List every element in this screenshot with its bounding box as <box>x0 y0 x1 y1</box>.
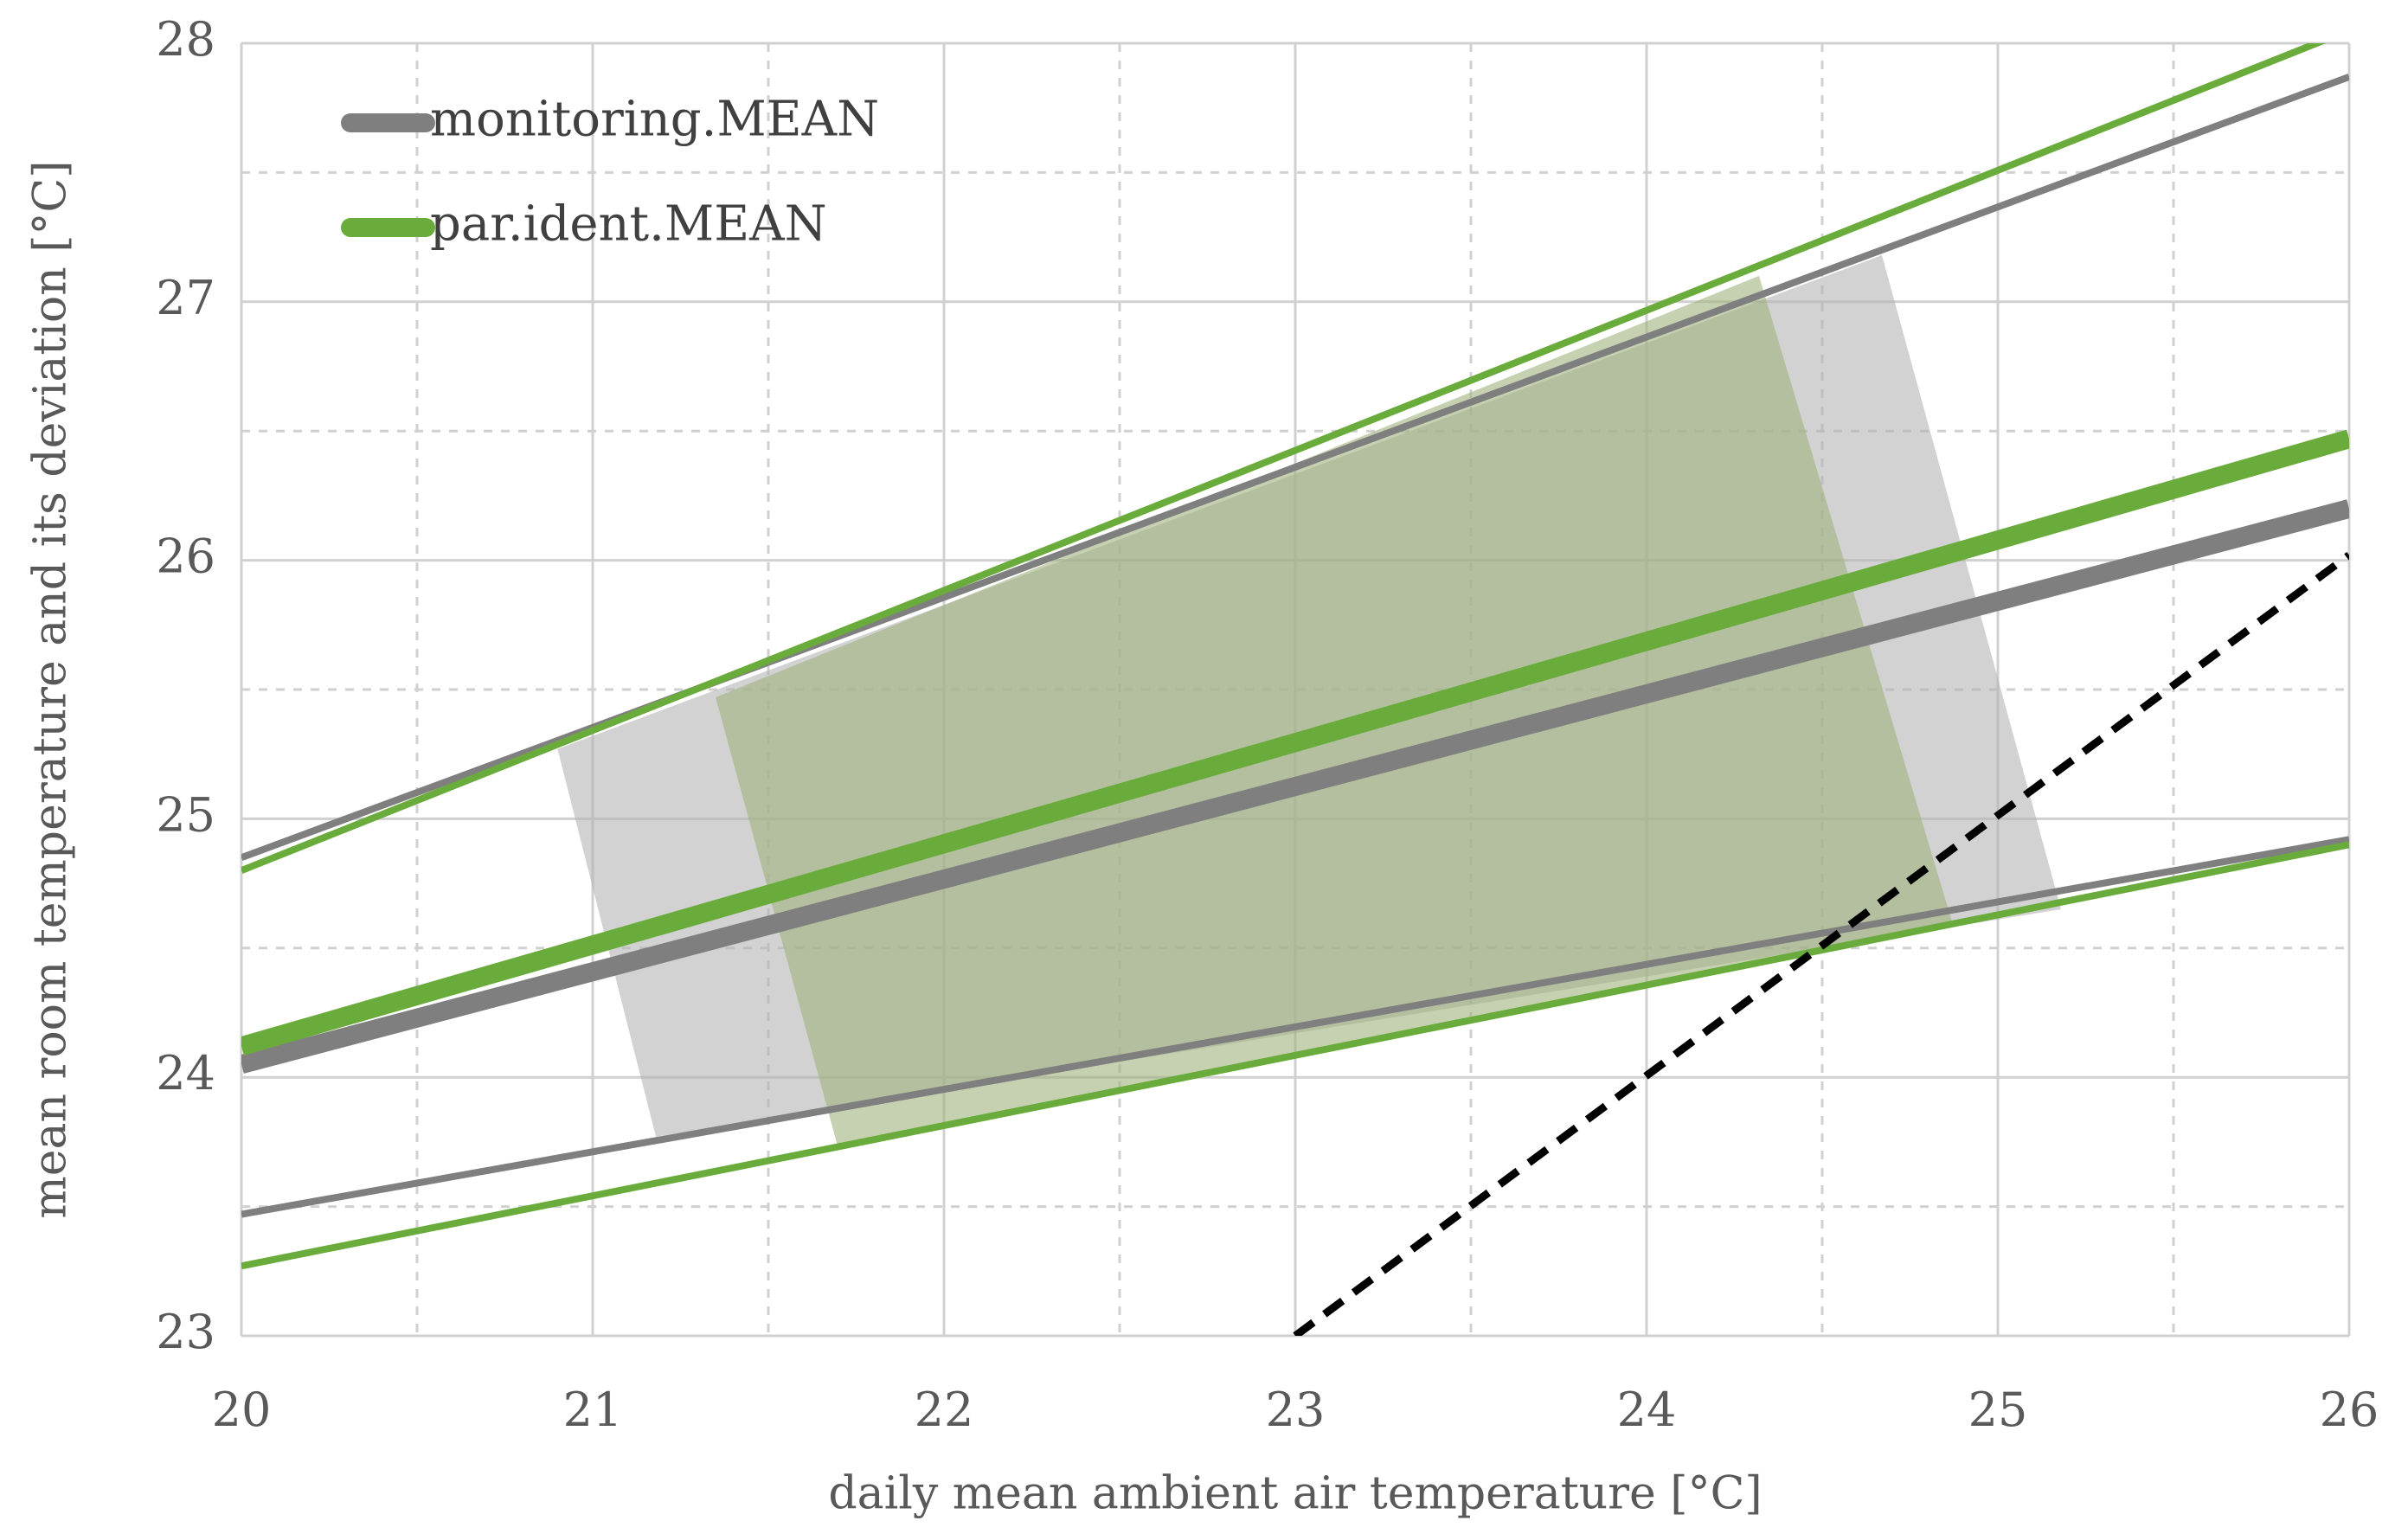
mean-line <box>241 499 2349 1074</box>
x-tick-label: 23 <box>1266 1383 1326 1437</box>
x-tick-label: 20 <box>212 1383 272 1437</box>
mean-line <box>241 429 2349 1056</box>
deviation-area <box>716 275 1953 1150</box>
x-tick-label: 25 <box>1968 1383 2028 1437</box>
y-tick-label: 23 <box>156 1305 215 1359</box>
x-tick-label: 21 <box>563 1383 623 1437</box>
legend-label: monitoring.MEAN <box>430 92 879 148</box>
x-tick-label: 26 <box>2320 1383 2379 1437</box>
deviation-line <box>241 836 2349 1218</box>
legend-label: par.ident.MEAN <box>430 196 827 253</box>
x-tick-label: 24 <box>1617 1383 1677 1437</box>
y-tick-label: 27 <box>156 271 215 325</box>
plot-area <box>241 43 2349 1336</box>
y-tick-label: 24 <box>156 1046 215 1100</box>
y-tick-label: 26 <box>156 529 215 584</box>
deviation-line <box>241 841 2349 1270</box>
deviation-line <box>241 43 2327 874</box>
x-axis-label: daily mean ambient air temperature [°C] <box>828 1468 1762 1520</box>
reference-line <box>1293 552 2349 1336</box>
x-tick-label: 22 <box>915 1383 974 1437</box>
y-tick-label: 28 <box>156 12 215 67</box>
y-axis-label: mean room temperature and its deviation … <box>25 160 77 1218</box>
y-tick-label: 25 <box>156 787 215 842</box>
